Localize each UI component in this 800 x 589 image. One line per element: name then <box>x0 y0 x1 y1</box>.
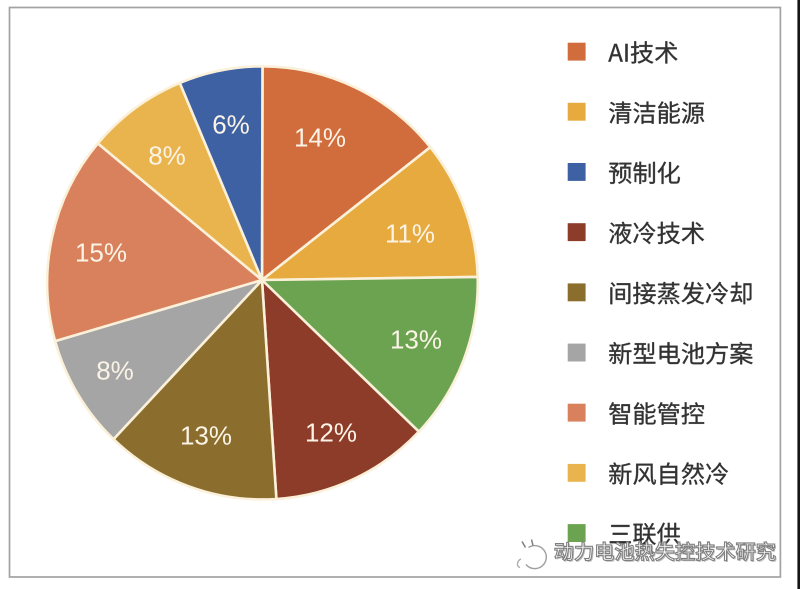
svg-text:11%: 11% <box>385 219 435 249</box>
svg-text:8%: 8% <box>148 141 186 171</box>
svg-text:6%: 6% <box>212 110 250 140</box>
svg-text:14%: 14% <box>294 123 346 153</box>
svg-text:13%: 13% <box>180 421 232 451</box>
svg-text:12%: 12% <box>305 418 357 448</box>
svg-text:13%: 13% <box>390 325 442 355</box>
svg-text:8%: 8% <box>96 356 134 386</box>
svg-text:15%: 15% <box>75 238 127 268</box>
